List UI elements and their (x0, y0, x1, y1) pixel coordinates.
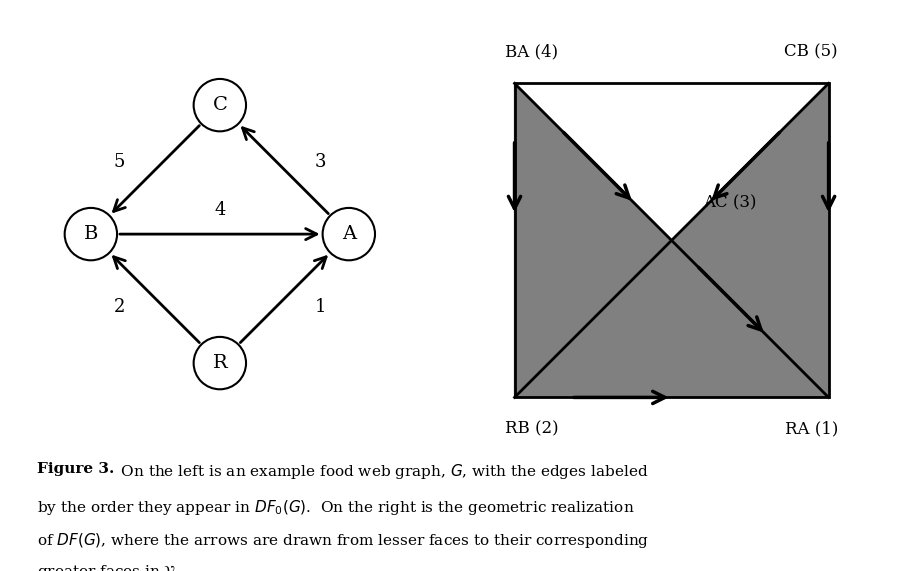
Polygon shape (515, 83, 829, 240)
Text: 4: 4 (214, 201, 225, 219)
Polygon shape (671, 83, 829, 397)
Text: 1: 1 (315, 297, 326, 316)
Text: by the order they appear in $DF_0(G)$.  On the right is the geometric realizatio: by the order they appear in $DF_0(G)$. O… (37, 498, 634, 517)
Text: C: C (213, 96, 227, 114)
Circle shape (193, 337, 246, 389)
Text: 5: 5 (114, 152, 125, 171)
Text: 2: 2 (114, 297, 125, 316)
Text: CB (5): CB (5) (784, 43, 838, 61)
Text: RA (1): RA (1) (785, 420, 838, 437)
Text: A: A (342, 225, 356, 243)
Text: AC (3): AC (3) (703, 194, 757, 211)
Text: RB (2): RB (2) (505, 420, 559, 437)
Text: of $DF(G)$, where the arrows are drawn from lesser faces to their corresponding: of $DF(G)$, where the arrows are drawn f… (37, 530, 649, 549)
Text: R: R (213, 354, 227, 372)
Text: greater faces in $\mathcal{V}$.: greater faces in $\mathcal{V}$. (37, 563, 179, 571)
Text: On the left is an example food web graph, $G$, with the edges labeled: On the left is an example food web graph… (115, 463, 649, 481)
Circle shape (65, 208, 117, 260)
Circle shape (322, 208, 375, 260)
Text: 3: 3 (315, 152, 326, 171)
Text: B: B (83, 225, 98, 243)
Text: Figure 3.: Figure 3. (37, 463, 114, 476)
Polygon shape (515, 240, 829, 397)
Text: BA (4): BA (4) (505, 43, 558, 61)
Circle shape (193, 79, 246, 131)
Polygon shape (515, 83, 671, 397)
